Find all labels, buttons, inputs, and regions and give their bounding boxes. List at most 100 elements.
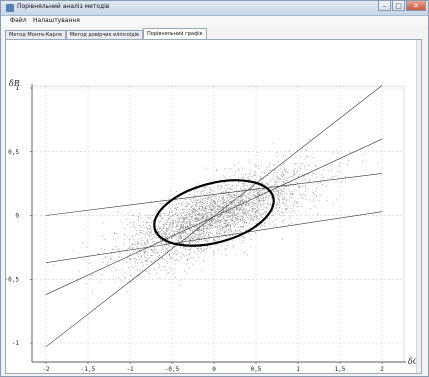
data-point xyxy=(167,222,169,224)
data-point xyxy=(245,205,247,207)
data-point xyxy=(175,212,177,214)
tab-comparison-chart[interactable]: Порівняльний графік xyxy=(143,28,207,39)
tab-confidence-ellipsoids[interactable]: Метод довірчих еліпсоїдів xyxy=(65,30,143,39)
data-point xyxy=(244,183,246,185)
data-point xyxy=(144,251,146,253)
data-point xyxy=(160,229,162,231)
data-point xyxy=(191,215,193,217)
data-point xyxy=(203,203,205,204)
data-point xyxy=(195,211,196,212)
tab-monte-carlo[interactable]: Метод Монте-Карло xyxy=(5,30,66,39)
data-point xyxy=(208,235,210,236)
data-point xyxy=(243,200,245,202)
data-point xyxy=(274,191,275,193)
menu-file[interactable]: Файл xyxy=(10,17,27,24)
data-point xyxy=(129,222,131,224)
data-point xyxy=(249,189,251,190)
data-point xyxy=(283,181,284,183)
vertical-scrollbar[interactable] xyxy=(416,40,421,373)
data-point xyxy=(210,208,212,210)
data-point xyxy=(286,208,288,210)
data-point xyxy=(188,249,190,251)
data-point xyxy=(177,206,179,208)
data-point xyxy=(86,247,88,249)
menu-settings[interactable]: Налаштування xyxy=(33,17,80,24)
data-point xyxy=(223,210,225,212)
data-point xyxy=(234,191,236,192)
data-point xyxy=(200,234,201,236)
data-point xyxy=(83,259,85,260)
data-point xyxy=(124,243,125,245)
data-point xyxy=(231,206,232,207)
data-point xyxy=(230,225,231,227)
data-point xyxy=(121,268,123,270)
data-point xyxy=(210,196,212,198)
data-point xyxy=(266,210,268,212)
data-point xyxy=(221,207,223,209)
data-point xyxy=(218,209,220,210)
data-point xyxy=(168,207,170,209)
data-point xyxy=(258,200,260,201)
data-point xyxy=(138,247,140,249)
data-point xyxy=(209,224,211,226)
data-point xyxy=(166,273,168,275)
data-point xyxy=(287,172,288,174)
data-point xyxy=(121,222,123,223)
maximize-button[interactable]: □ xyxy=(392,1,405,11)
data-point xyxy=(168,198,170,199)
y-axis-label: δR xyxy=(9,79,20,88)
data-point xyxy=(142,240,143,241)
data-point xyxy=(224,213,226,215)
data-point xyxy=(156,242,158,243)
minimize-button[interactable]: – xyxy=(378,1,391,11)
data-point xyxy=(255,166,257,168)
data-point xyxy=(221,228,222,230)
data-point xyxy=(136,268,138,270)
data-point xyxy=(236,209,237,211)
data-point xyxy=(173,273,175,274)
data-point xyxy=(189,210,191,211)
data-point xyxy=(258,202,260,203)
data-point xyxy=(268,184,270,186)
data-point xyxy=(241,196,242,198)
data-point xyxy=(167,218,169,220)
data-point xyxy=(140,217,142,219)
data-point xyxy=(281,186,283,187)
data-point xyxy=(147,241,149,242)
data-point xyxy=(192,213,193,215)
data-point xyxy=(201,204,203,205)
data-point xyxy=(172,204,173,206)
data-point xyxy=(191,237,193,239)
data-point xyxy=(175,235,177,237)
data-point xyxy=(248,159,250,161)
data-point xyxy=(215,210,216,211)
data-point xyxy=(156,253,158,254)
data-point xyxy=(186,259,188,260)
data-point xyxy=(249,246,251,248)
data-point xyxy=(199,239,200,241)
data-point xyxy=(152,239,154,241)
data-point xyxy=(53,264,55,266)
data-point xyxy=(288,177,290,178)
data-point xyxy=(262,209,264,211)
data-point xyxy=(261,192,263,194)
data-point xyxy=(205,225,207,227)
data-point xyxy=(212,215,214,216)
close-button[interactable]: ✕ xyxy=(406,1,426,11)
data-point xyxy=(254,179,256,180)
data-point xyxy=(235,207,237,209)
data-point xyxy=(257,216,258,217)
data-point xyxy=(298,176,299,177)
data-point xyxy=(199,208,201,209)
data-point xyxy=(169,246,171,248)
data-point xyxy=(199,192,201,194)
data-point xyxy=(275,208,277,209)
data-point xyxy=(247,193,249,195)
data-point xyxy=(194,206,196,208)
data-point xyxy=(159,264,161,265)
data-point xyxy=(124,228,126,230)
data-point xyxy=(188,198,190,200)
data-point xyxy=(186,204,188,206)
data-point xyxy=(209,192,211,194)
data-point xyxy=(115,270,117,272)
